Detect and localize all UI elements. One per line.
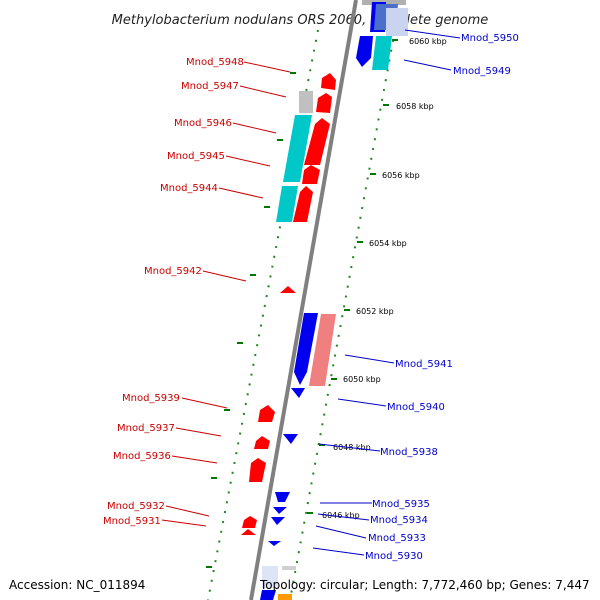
gene-arrow-cyan[interactable]: [283, 115, 312, 182]
scale-tick-label: 6050 kbp: [343, 375, 381, 384]
scale-tick-label: 6058 kbp: [396, 102, 434, 111]
gene-label-forward[interactable]: Mnod_5947: [181, 81, 239, 92]
gene-arrow-blue[interactable]: [291, 388, 305, 398]
gene-arrow-red[interactable]: [241, 529, 256, 535]
gene-label-forward[interactable]: Mnod_5936: [113, 451, 171, 462]
gene-label-forward[interactable]: Mnod_5945: [167, 151, 225, 162]
gene-arrow-blue[interactable]: [275, 492, 290, 502]
gene-arrow-red[interactable]: [302, 165, 320, 184]
gene-label-reverse[interactable]: Mnod_5938: [380, 447, 438, 458]
gene-label-forward[interactable]: Mnod_5937: [117, 423, 175, 434]
gene-arrow-red[interactable]: [249, 458, 266, 482]
gene-label-reverse[interactable]: Mnod_5949: [453, 66, 511, 77]
scale-tick-label: 6060 kbp: [409, 37, 447, 46]
scale-tick-label: 6054 kbp: [369, 239, 407, 248]
gene-label-forward[interactable]: Mnod_5944: [160, 183, 218, 194]
forward-leader-lines: [161, 61, 291, 527]
gene-label-forward[interactable]: Mnod_5948: [186, 57, 244, 68]
gene-label-reverse[interactable]: Mnod_5933: [368, 533, 426, 544]
gene-block-orange: [278, 594, 292, 600]
gene-label-reverse[interactable]: Mnod_5950: [461, 33, 519, 44]
genome-backbone: [249, 0, 358, 600]
scale-tick-label: 6046 kbp: [322, 511, 360, 520]
gene-label-forward[interactable]: Mnod_5931: [103, 516, 161, 527]
gene-arrow-red[interactable]: [254, 436, 270, 449]
gene-label-forward[interactable]: Mnod_5942: [144, 266, 202, 277]
gene-arrow-blue[interactable]: [283, 434, 298, 444]
gene-arrow-red[interactable]: [321, 73, 336, 90]
gene-label-forward[interactable]: Mnod_5932: [107, 501, 165, 512]
gene-arrow-cyan[interactable]: [372, 36, 392, 70]
topology-text: Topology: circular; Length: 7,772,460 bp…: [260, 578, 590, 592]
outer-tick-marks: [206, 72, 296, 568]
gene-label-forward[interactable]: Mnod_5946: [174, 118, 232, 129]
gene-arrow-red[interactable]: [316, 93, 332, 113]
gene-arrow-blue[interactable]: [268, 541, 281, 546]
gene-arrow-blue[interactable]: [273, 507, 287, 514]
gene-arrow-blue[interactable]: [260, 590, 276, 600]
gene-arrow-cyan[interactable]: [276, 186, 298, 222]
genome-title: Methylobacterium nodulans ORS 2060, comp…: [112, 13, 489, 28]
gene-block-grey: [299, 91, 313, 113]
reverse-leader-lines: [312, 29, 461, 556]
outer-dotted-track-left: [207, 29, 319, 600]
gene-arrow-red[interactable]: [304, 118, 330, 165]
gene-arrow-red[interactable]: [242, 516, 257, 528]
gene-arrow-blue[interactable]: [271, 517, 285, 525]
gene-block-grey: [282, 566, 296, 570]
gene-label-reverse[interactable]: Mnod_5934: [370, 515, 428, 526]
scale-tick-label: 6056 kbp: [382, 171, 420, 180]
accession-text: Accession: NC_011894: [9, 578, 146, 592]
gene-arrow-red[interactable]: [258, 405, 275, 422]
gene-block-lightblue: [262, 566, 278, 588]
gene-label-forward[interactable]: Mnod_5939: [122, 393, 180, 404]
gene-label-reverse[interactable]: Mnod_5935: [372, 499, 430, 510]
gene-label-reverse[interactable]: Mnod_5941: [395, 359, 453, 370]
gene-arrow-red[interactable]: [280, 286, 296, 293]
gene-arrow-pink[interactable]: [309, 314, 336, 386]
gene-arrow-blue[interactable]: [294, 313, 318, 385]
gene-arrow-blue[interactable]: [356, 36, 373, 67]
gene-label-reverse[interactable]: Mnod_5930: [365, 551, 423, 562]
gene-label-reverse[interactable]: Mnod_5940: [387, 402, 445, 413]
scale-tick-label: 6052 kbp: [356, 307, 394, 316]
gene-block-lightblue: [386, 8, 408, 36]
gene-arrow-red[interactable]: [293, 186, 313, 222]
scale-tick-marks: [307, 39, 398, 514]
